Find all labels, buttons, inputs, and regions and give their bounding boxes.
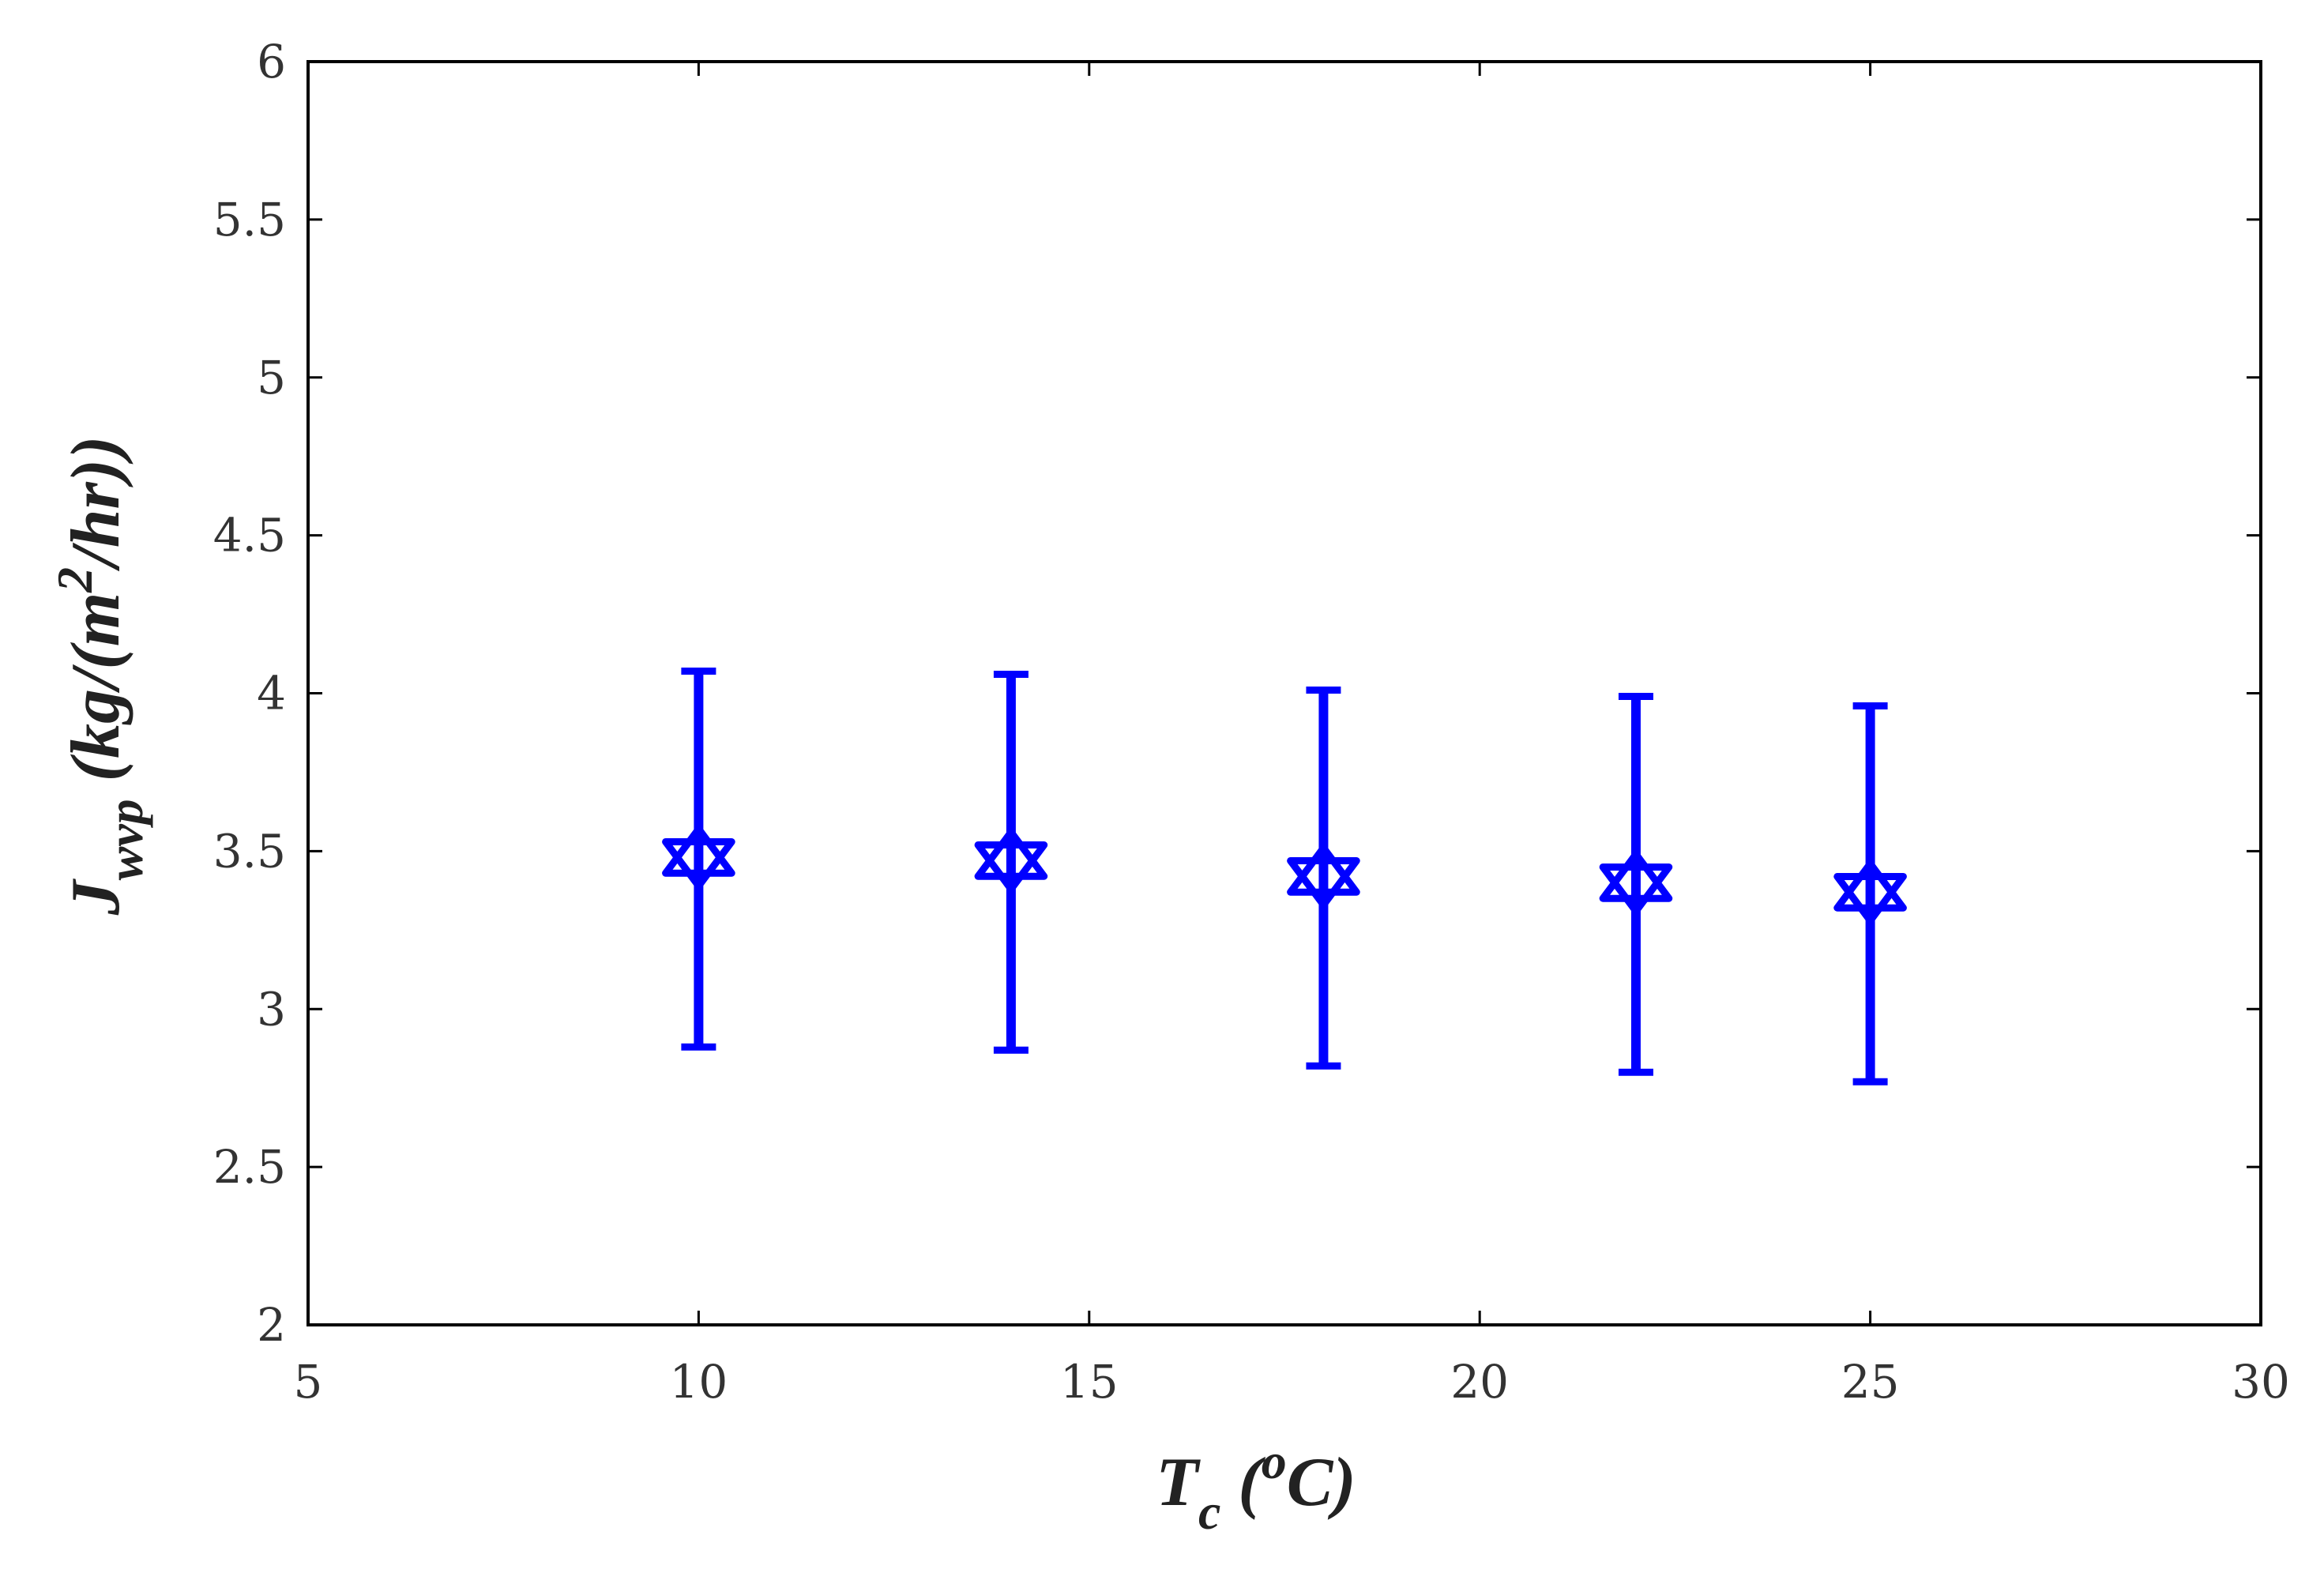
hexagram-marker-up — [1287, 844, 1360, 896]
plot-frame — [306, 60, 2262, 1326]
x-axis-label: Tc (oC) — [1156, 1433, 1356, 1540]
plot-area — [306, 60, 2262, 1326]
data-point — [1833, 702, 1907, 1086]
x-tick-label: 30 — [2232, 1355, 2290, 1409]
y-tick-label: 2 — [257, 1298, 286, 1352]
y-tick-label: 5.5 — [213, 193, 286, 246]
y-axis-label-unit-close: /hr)) — [58, 436, 134, 572]
hexagram-marker-down — [1599, 863, 1673, 915]
hexagram-marker-down — [662, 838, 735, 890]
y-tick-label: 3 — [257, 982, 286, 1036]
hexagram-marker-down — [974, 841, 1048, 893]
hexagram-marker-up — [1599, 850, 1673, 902]
y-tick-label: 4.5 — [213, 509, 286, 563]
data-series — [662, 668, 1907, 1086]
y-axis-label-sub: wvp — [97, 799, 153, 880]
x-tick-label: 5 — [294, 1355, 323, 1409]
data-point — [1599, 692, 1673, 1076]
x-tick-label: 10 — [669, 1355, 728, 1409]
y-axis-label-main: J — [58, 878, 134, 916]
x-tick-label: 20 — [1450, 1355, 1509, 1409]
data-point — [1287, 687, 1360, 1070]
x-axis-ticks: 5 10 15 20 25 30 — [294, 62, 2290, 1409]
y-axis-label: Jwvp (kg/(m2/hr)) — [47, 436, 153, 916]
y-axis-ticks: 2 2.5 3 3.5 4 4.5 5 5.5 6 — [213, 35, 2261, 1352]
y-axis-label-sup: 2 — [47, 567, 103, 593]
y-tick-label: 3.5 — [213, 824, 286, 878]
hexagram-marker-down — [1833, 872, 1907, 924]
x-axis-label-unit: C) — [1287, 1444, 1356, 1521]
y-tick-label: 4 — [257, 667, 286, 721]
data-point — [662, 668, 735, 1051]
x-tick-label: 25 — [1841, 1355, 1900, 1409]
y-axis-label-unit-open: (kg/(m — [58, 593, 134, 800]
x-axis-label-open: ( — [1220, 1444, 1265, 1521]
x-axis-label-sub: c — [1198, 1484, 1220, 1540]
hexagram-marker-up — [1833, 860, 1907, 912]
x-tick-label: 15 — [1060, 1355, 1119, 1409]
y-tick-label: 6 — [257, 35, 286, 88]
x-axis-label-main: T — [1156, 1444, 1201, 1521]
hexagram-marker-up — [662, 825, 735, 877]
y-tick-label: 5 — [257, 351, 286, 404]
y-tick-label: 2.5 — [213, 1140, 286, 1194]
x-axis-label-sup: o — [1262, 1433, 1287, 1489]
hexagram-marker-down — [1287, 857, 1360, 909]
data-point — [974, 671, 1048, 1054]
hexagram-marker-up — [974, 828, 1048, 880]
